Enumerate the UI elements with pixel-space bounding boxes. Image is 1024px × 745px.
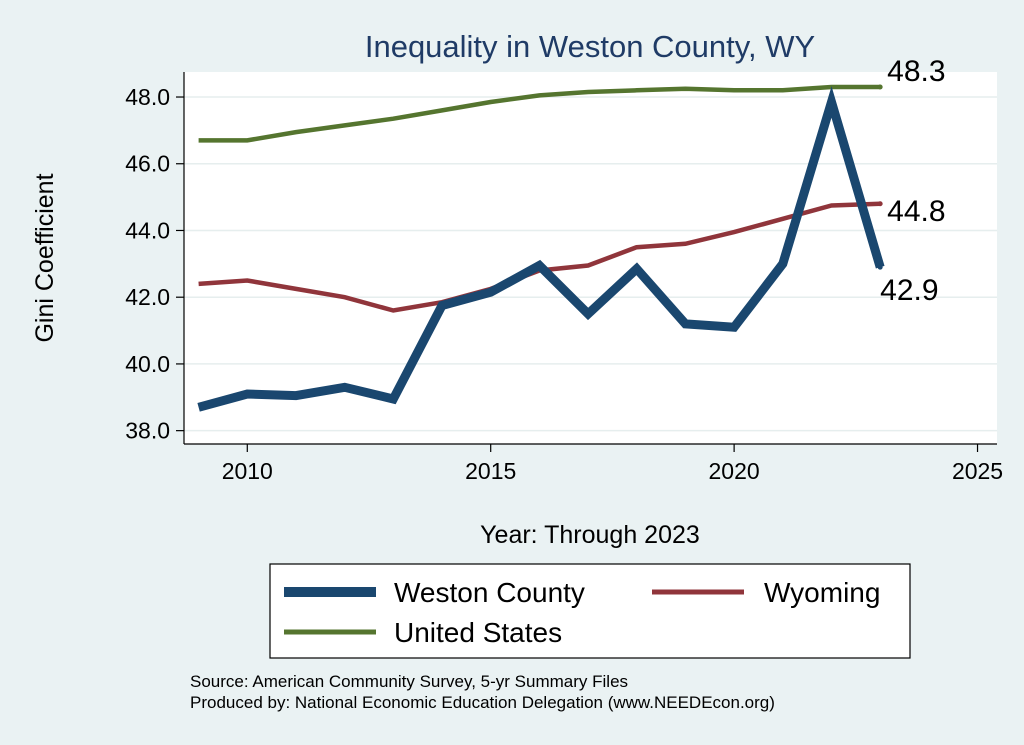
end-marker-united-states	[877, 84, 883, 90]
legend-box	[269, 563, 911, 659]
y-tick-label: 40.0	[125, 351, 170, 377]
plot-area	[184, 72, 997, 444]
y-tick-label: 44.0	[125, 217, 170, 243]
chart-title: Inequality in Weston County, WY	[365, 29, 815, 64]
gridlines	[184, 96, 997, 432]
end-label-weston-county: 42.9	[880, 274, 938, 307]
y-tick-label: 48.0	[125, 84, 170, 110]
source-note: Source: American Community Survey, 5-yr …	[190, 672, 628, 691]
series-line-united-states	[198, 84, 881, 143]
y-tick-label: 42.0	[125, 284, 170, 310]
end-label-united-states: 48.3	[887, 55, 945, 88]
x-tick-label: 2020	[709, 458, 760, 484]
end-labels: 42.9 44.8 48.3	[877, 55, 946, 307]
series-line-weston-county	[197, 86, 885, 412]
x-axis-title: Year: Through 2023	[480, 521, 700, 549]
end-label-wyoming: 44.8	[887, 195, 945, 228]
x-tick-label: 2010	[222, 458, 273, 484]
x-tick-label: 2015	[465, 458, 516, 484]
legend: Weston County Wyoming United States	[269, 563, 911, 659]
legend-label-wyoming: Wyoming	[764, 577, 880, 608]
x-tick-label: 2025	[952, 458, 1003, 484]
end-marker-weston-county	[877, 264, 883, 270]
producer-note: Produced by: National Economic Education…	[190, 693, 775, 712]
y-tick-label: 46.0	[125, 151, 170, 177]
y-axis-title: Gini Coefficient	[31, 173, 59, 342]
y-tick-label: 38.0	[125, 418, 170, 444]
end-marker-wyoming	[877, 201, 883, 207]
axes: 38.0 40.0 42.0 44.0 46.0 48.0 2010 2015 2020 2025	[125, 84, 1003, 484]
legend-label-weston-county: Weston County	[394, 577, 585, 608]
series-lines	[197, 84, 885, 412]
legend-label-united-states: United States	[394, 617, 562, 648]
